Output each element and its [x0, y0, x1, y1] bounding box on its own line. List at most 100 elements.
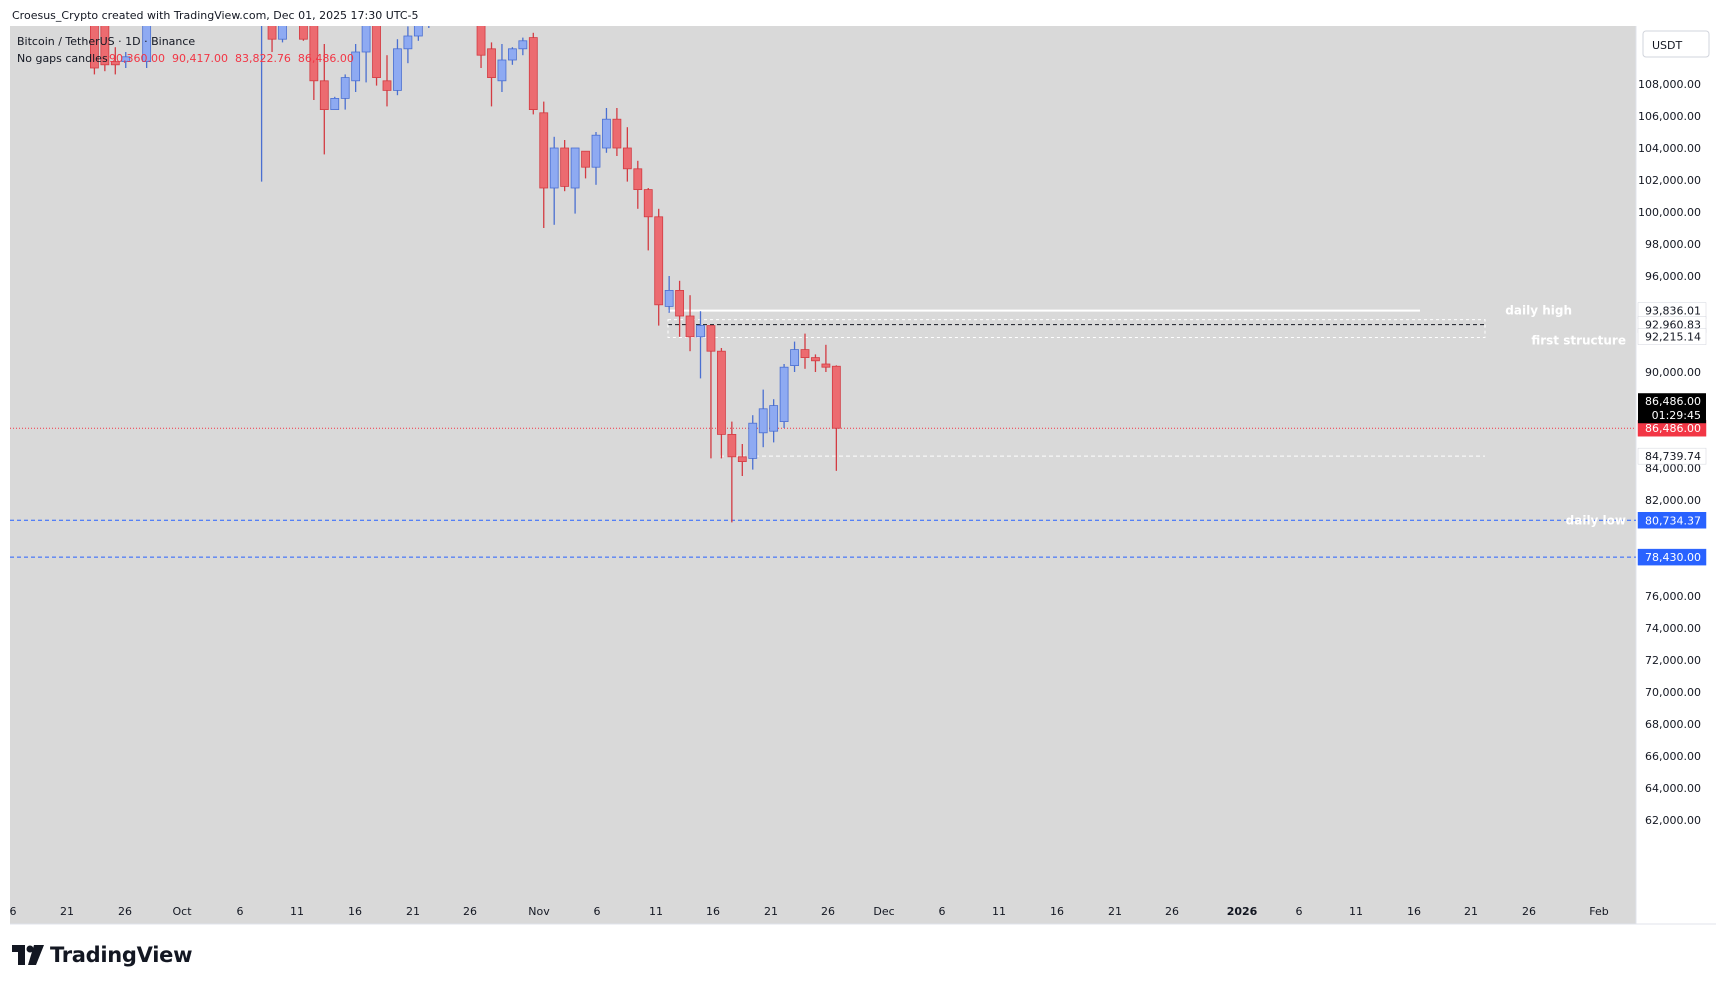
price-tick-label: 68,000.00	[1645, 718, 1701, 731]
candle-body	[675, 289, 684, 317]
candle-body	[267, 26, 277, 40]
price-tick-label: 108,000.00	[1638, 78, 1701, 91]
candle	[831, 365, 841, 471]
annotation-daily-low: daily low	[1566, 513, 1626, 527]
time-tick-label: 16	[1050, 905, 1064, 918]
candle	[361, 26, 371, 83]
candle	[790, 341, 799, 372]
candle	[779, 364, 789, 428]
time-tick-label: 11	[649, 905, 663, 918]
candle	[706, 325, 716, 459]
candle	[581, 150, 590, 179]
candle-body	[664, 289, 674, 307]
candle	[821, 344, 831, 372]
candle	[267, 26, 277, 52]
candle	[518, 37, 528, 56]
candle	[633, 160, 643, 209]
candle	[90, 26, 99, 75]
candle-body	[643, 189, 653, 218]
price-axis[interactable]: 62,000.00 64,000.00 66,000.00 68,000.00 70,0…	[1637, 78, 1707, 827]
price-tick-label: 100,000.00	[1638, 206, 1701, 219]
svg-text:86,486.00: 86,486.00	[1645, 422, 1701, 435]
candle	[351, 44, 361, 92]
candle-body	[831, 365, 841, 429]
candle	[560, 140, 570, 192]
candle	[570, 147, 580, 214]
chart-plot-background	[10, 26, 1636, 924]
candle-body	[497, 59, 507, 82]
candle-body	[581, 150, 590, 168]
svg-text:78,430.00: 78,430.00	[1645, 551, 1701, 564]
candle-body	[361, 26, 371, 53]
time-tick-label: 6	[1296, 905, 1303, 918]
time-tick-label: Nov	[528, 905, 550, 918]
candle	[612, 108, 622, 156]
price-tick-label: 104,000.00	[1638, 142, 1701, 155]
svg-text:84,739.74: 84,739.74	[1645, 450, 1701, 463]
svg-text:93,836.01: 93,836.01	[1645, 305, 1701, 318]
candle	[696, 311, 705, 379]
tradingview-logo-icon	[12, 945, 44, 965]
legend-symbol-line: Bitcoin / TetherUS · 1D · Binance	[17, 35, 195, 48]
candle-body	[393, 48, 402, 91]
candle-body	[90, 26, 99, 69]
candle	[549, 136, 559, 225]
candle	[309, 26, 319, 100]
time-tick-label: 6	[237, 905, 244, 918]
candle-body	[706, 325, 716, 352]
candles-layer	[90, 20, 841, 523]
candle	[100, 26, 110, 72]
time-tick-label: 26	[118, 905, 132, 918]
time-tick-label: 21	[764, 905, 778, 918]
candle-body	[737, 456, 747, 462]
candle	[476, 26, 486, 68]
candle-body	[258, 20, 266, 22]
candle	[737, 444, 747, 476]
candle-body	[591, 134, 601, 168]
annotation-first-structure: first structure	[1531, 334, 1626, 348]
candle-body	[372, 26, 381, 78]
candle-body	[351, 51, 361, 82]
candle	[748, 415, 758, 470]
candle	[330, 96, 340, 111]
candle	[372, 26, 381, 86]
price-tick-label: 64,000.00	[1645, 782, 1701, 795]
candle	[643, 188, 653, 251]
candle	[393, 39, 402, 96]
price-level-label: 80,734.37	[1637, 512, 1707, 529]
candle-body	[528, 37, 538, 110]
candle	[591, 132, 601, 185]
currency-label: USDT	[1652, 39, 1683, 52]
candle-body	[821, 363, 831, 368]
svg-text:80,734.37: 80,734.37	[1645, 514, 1701, 527]
time-tick-label: 26	[1165, 905, 1179, 918]
candle	[622, 127, 632, 182]
candle-body	[539, 112, 549, 189]
price-tick-label: 74,000.00	[1645, 622, 1701, 635]
candle-body	[487, 48, 496, 78]
annotation-daily-high: daily high	[1505, 304, 1572, 318]
candle-body	[790, 349, 799, 367]
candle-body	[758, 408, 768, 434]
chart-legend: Bitcoin / TetherUS · 1D · Binance No gap…	[17, 35, 354, 65]
candle-body	[100, 26, 110, 66]
candle-body	[309, 26, 319, 82]
time-tick-label: 21	[60, 905, 74, 918]
time-axis[interactable]: 6 21 26 Oct 6 11 16 21 26 Nov 6 11 16 21 26 Dec 6 11 16 21 2…	[10, 905, 1609, 918]
chart-credit-line: Croesus_Crypto created with TradingView.…	[12, 9, 419, 22]
time-tick-label: 21	[1108, 905, 1122, 918]
time-tick-label: 6	[594, 905, 601, 918]
time-tick-label: 21	[1464, 905, 1478, 918]
tradingview-logo[interactable]: TradingView	[12, 940, 192, 970]
candle-body	[560, 147, 570, 187]
time-tick-label: 26	[463, 905, 477, 918]
candle	[727, 421, 737, 523]
candle-body	[382, 80, 392, 91]
price-tick-label: 96,000.00	[1645, 270, 1701, 283]
time-tick-label: 21	[406, 905, 420, 918]
currency-button[interactable]: USDT	[1642, 30, 1710, 58]
tradingview-logo-text: TradingView	[50, 943, 193, 967]
time-tick-label: Oct	[172, 905, 192, 918]
